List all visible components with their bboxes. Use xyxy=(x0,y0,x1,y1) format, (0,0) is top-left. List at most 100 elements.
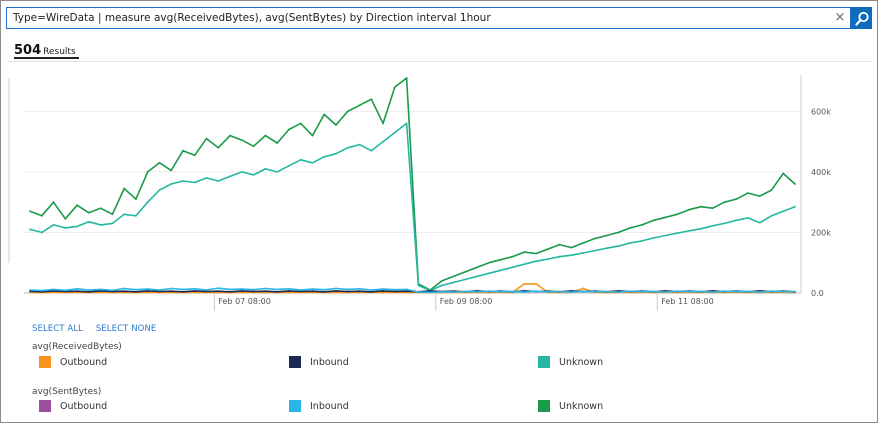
data-point[interactable] xyxy=(441,284,443,287)
data-point[interactable] xyxy=(288,291,290,294)
data-point[interactable] xyxy=(523,291,526,293)
data-point[interactable] xyxy=(240,170,243,173)
select-all-button[interactable]: SELECT ALL xyxy=(32,324,83,334)
data-point[interactable] xyxy=(40,214,43,217)
data-point[interactable] xyxy=(523,251,526,254)
data-point[interactable] xyxy=(99,223,102,226)
data-point[interactable] xyxy=(735,290,738,293)
data-point[interactable] xyxy=(299,289,302,291)
data-point[interactable] xyxy=(146,291,149,294)
data-point[interactable] xyxy=(135,288,137,291)
data-point[interactable] xyxy=(335,287,337,290)
data-point[interactable] xyxy=(464,290,467,293)
data-point[interactable] xyxy=(193,154,196,157)
data-point[interactable] xyxy=(370,98,373,101)
data-point[interactable] xyxy=(499,290,502,293)
data-point[interactable] xyxy=(488,261,490,264)
data-point[interactable] xyxy=(229,290,231,293)
data-point[interactable] xyxy=(146,201,149,204)
data-point[interactable] xyxy=(217,146,220,149)
data-point[interactable] xyxy=(629,290,632,293)
data-point[interactable] xyxy=(723,290,726,293)
data-point[interactable] xyxy=(794,183,796,185)
data-point[interactable] xyxy=(382,122,384,125)
data-point[interactable] xyxy=(299,158,302,161)
data-point[interactable] xyxy=(264,287,267,290)
data-point[interactable] xyxy=(393,288,396,291)
data-point[interactable] xyxy=(217,180,220,182)
data-point[interactable] xyxy=(99,291,102,294)
legend-item-sent-inbound[interactable]: Inbound xyxy=(289,400,349,412)
data-point[interactable] xyxy=(417,284,420,287)
data-point[interactable] xyxy=(523,263,526,266)
data-point[interactable] xyxy=(205,289,208,291)
data-point[interactable] xyxy=(758,195,761,198)
data-point[interactable] xyxy=(499,258,502,261)
data-point[interactable] xyxy=(629,242,632,244)
search-button[interactable] xyxy=(851,7,872,29)
data-point[interactable] xyxy=(288,164,290,167)
data-point[interactable] xyxy=(652,219,655,222)
data-point[interactable] xyxy=(452,281,455,284)
data-point[interactable] xyxy=(370,290,373,293)
data-point[interactable] xyxy=(346,146,349,149)
data-point[interactable] xyxy=(464,278,467,281)
data-point[interactable] xyxy=(64,227,67,229)
data-point[interactable] xyxy=(382,140,384,143)
clear-icon[interactable]: × xyxy=(834,10,846,25)
data-point[interactable] xyxy=(535,252,537,255)
data-point[interactable] xyxy=(782,210,785,213)
data-point[interactable] xyxy=(288,128,290,131)
data-point[interactable] xyxy=(182,180,184,182)
data-point[interactable] xyxy=(688,208,690,211)
data-point[interactable] xyxy=(193,289,196,292)
data-point[interactable] xyxy=(711,291,714,293)
data-point[interactable] xyxy=(146,288,149,290)
data-point[interactable] xyxy=(346,288,349,291)
data-point[interactable] xyxy=(182,290,184,293)
data-point[interactable] xyxy=(699,290,702,293)
data-point[interactable] xyxy=(488,272,490,275)
data-point[interactable] xyxy=(641,290,643,293)
search-input[interactable] xyxy=(6,7,851,29)
data-point[interactable] xyxy=(288,289,290,292)
data-point[interactable] xyxy=(546,248,549,250)
data-point[interactable] xyxy=(699,205,702,208)
data-point[interactable] xyxy=(617,245,620,247)
data-point[interactable] xyxy=(441,290,443,293)
select-none-button[interactable]: SELECT NONE xyxy=(95,324,157,334)
data-point[interactable] xyxy=(276,170,279,173)
data-point[interactable] xyxy=(205,137,208,140)
data-point[interactable] xyxy=(676,290,679,293)
data-point[interactable] xyxy=(346,290,349,293)
data-point[interactable] xyxy=(358,287,361,290)
data-point[interactable] xyxy=(652,236,655,239)
data-point[interactable] xyxy=(605,290,608,293)
data-point[interactable] xyxy=(476,266,479,269)
data-point[interactable] xyxy=(240,291,243,294)
data-point[interactable] xyxy=(594,249,596,252)
data-point[interactable] xyxy=(382,288,384,290)
data-point[interactable] xyxy=(535,260,537,263)
data-point[interactable] xyxy=(429,289,432,292)
data-point[interactable] xyxy=(240,288,243,290)
data-point[interactable] xyxy=(229,175,231,178)
data-point[interactable] xyxy=(382,291,384,294)
data-point[interactable] xyxy=(252,288,255,291)
data-point[interactable] xyxy=(546,290,549,293)
data-point[interactable] xyxy=(229,134,231,137)
data-point[interactable] xyxy=(641,240,643,242)
data-point[interactable] xyxy=(76,287,78,290)
data-point[interactable] xyxy=(393,290,396,293)
data-point[interactable] xyxy=(276,290,279,293)
data-point[interactable] xyxy=(476,290,479,293)
series-line-unknown[interactable] xyxy=(29,122,796,292)
data-point[interactable] xyxy=(311,290,314,293)
data-point[interactable] xyxy=(335,291,337,294)
data-point[interactable] xyxy=(76,290,78,293)
data-point[interactable] xyxy=(170,290,173,293)
data-point[interactable] xyxy=(535,283,537,285)
data-point[interactable] xyxy=(723,222,726,225)
data-point[interactable] xyxy=(323,290,326,293)
data-point[interactable] xyxy=(276,288,279,291)
